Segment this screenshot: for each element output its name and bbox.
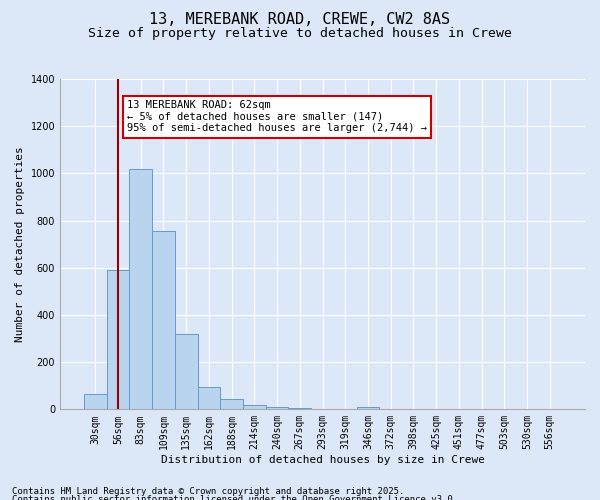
Bar	[356, 406, 379, 410]
Text: Contains HM Land Registry data © Crown copyright and database right 2025.: Contains HM Land Registry data © Crown c…	[12, 488, 404, 496]
Y-axis label: Number of detached properties: Number of detached properties	[15, 146, 25, 342]
Bar	[243, 404, 266, 409]
X-axis label: Distribution of detached houses by size in Crewe: Distribution of detached houses by size …	[161, 455, 485, 465]
Text: Size of property relative to detached houses in Crewe: Size of property relative to detached ho…	[88, 28, 512, 40]
Text: 13, MEREBANK ROAD, CREWE, CW2 8AS: 13, MEREBANK ROAD, CREWE, CW2 8AS	[149, 12, 451, 28]
Bar	[152, 231, 175, 410]
Bar	[197, 387, 220, 409]
Bar	[130, 168, 152, 410]
Text: 13 MEREBANK ROAD: 62sqm
← 5% of detached houses are smaller (147)
95% of semi-de: 13 MEREBANK ROAD: 62sqm ← 5% of detached…	[127, 100, 427, 134]
Bar	[220, 400, 243, 409]
Text: Contains public sector information licensed under the Open Government Licence v3: Contains public sector information licen…	[12, 495, 458, 500]
Bar	[175, 334, 197, 409]
Bar	[84, 394, 107, 409]
Bar	[107, 270, 130, 409]
Bar	[266, 408, 289, 410]
Bar	[289, 408, 311, 410]
